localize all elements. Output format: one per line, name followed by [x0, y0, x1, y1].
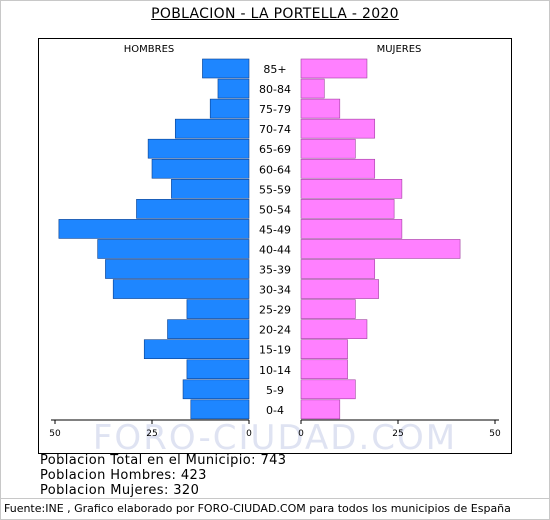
age-label-15-19: 15-19	[259, 344, 291, 357]
age-label-50-54: 50-54	[259, 203, 291, 216]
women-bar-20-24	[300, 319, 368, 339]
male-population: Poblacion Hombres: 423	[40, 468, 207, 483]
population-pyramid: FORO-CIUDAD.COM HOMBRES MUJERES 85+ 80-84 75-…	[49, 44, 501, 453]
women-bar-35-39	[300, 259, 376, 279]
men-bar-0-4	[190, 399, 250, 420]
watermark: FORO-CIUDAD.COM	[93, 418, 457, 453]
men-bar-75-79	[209, 98, 250, 119]
women-bar-5-9	[300, 379, 356, 400]
plot-area: FORO-CIUDAD.COM HOMBRES MUJERES 85+ 80-84 75-…	[38, 38, 512, 454]
age-label-85+: 85+	[263, 63, 286, 76]
age-label-40-44: 40-44	[259, 243, 291, 256]
age-label-10-14: 10-14	[259, 364, 291, 377]
age-label-80-84: 80-84	[259, 83, 291, 96]
age-label-20-24: 20-24	[259, 324, 291, 337]
women-bar-0-4	[300, 399, 341, 420]
women-bar-45-49	[300, 219, 403, 239]
women-bar-50-54	[300, 199, 395, 219]
men-bar-35-39	[105, 259, 250, 279]
age-label-60-64: 60-64	[259, 163, 291, 176]
age-label-70-74: 70-74	[259, 123, 291, 136]
right-tick-label-50: 50	[489, 429, 501, 439]
women-side-label: MUJERES	[377, 44, 422, 55]
men-bar-5-9	[182, 379, 250, 400]
women-bar-70-74	[300, 118, 376, 139]
men-bar-45-49	[58, 219, 250, 239]
age-label-30-34: 30-34	[259, 284, 291, 297]
women-bar-10-14	[300, 359, 348, 380]
women-bar-65-69	[300, 138, 356, 159]
women-bar-60-64	[300, 158, 376, 179]
total-population: Poblacion Total en el Municipio: 743	[40, 453, 287, 468]
men-side-label: HOMBRES	[124, 44, 175, 55]
age-label-65-69: 65-69	[259, 143, 291, 156]
left-tick-label-50: 50	[49, 429, 61, 439]
men-bar-20-24	[167, 319, 250, 339]
age-label-35-39: 35-39	[259, 264, 291, 277]
men-bar-10-14	[186, 359, 250, 380]
source-note: Fuente:INE , Grafico elaborado por FORO-…	[4, 502, 511, 515]
men-bar-70-74	[174, 118, 250, 139]
left-tick-label-25: 25	[146, 429, 157, 439]
women-bar-15-19	[300, 339, 348, 360]
source-divider	[0, 498, 550, 499]
right-tick-label-0: 0	[298, 429, 304, 439]
men-bar-50-54	[136, 199, 250, 219]
men-bar-15-19	[143, 339, 250, 360]
right-tick-label-25: 25	[392, 429, 403, 439]
women-bar-25-29	[300, 299, 356, 319]
women-bar-75-79	[300, 98, 341, 119]
chart-title: POBLACION - LA PORTELLA - 2020	[151, 6, 399, 22]
women-bar-85+	[300, 58, 368, 79]
women-bar-80-84	[300, 78, 325, 99]
age-label-45-49: 45-49	[259, 223, 291, 236]
age-label-25-29: 25-29	[259, 304, 291, 317]
men-bar-55-59	[171, 179, 250, 199]
women-bar-55-59	[300, 179, 403, 199]
men-bar-25-29	[186, 299, 250, 319]
age-label-75-79: 75-79	[259, 103, 291, 116]
men-bar-30-34	[112, 279, 250, 299]
men-bar-85+	[202, 58, 250, 79]
left-tick-label-0: 0	[246, 429, 252, 439]
men-bar-65-69	[147, 138, 250, 159]
female-population: Poblacion Mujeres: 320	[40, 483, 200, 498]
women-bar-30-34	[300, 279, 379, 299]
men-bar-60-64	[151, 158, 250, 179]
men-bar-80-84	[217, 78, 250, 99]
age-label-0-4: 0-4	[266, 404, 284, 417]
women-bar-40-44	[300, 239, 461, 259]
age-label-5-9: 5-9	[266, 384, 284, 397]
age-label-55-59: 55-59	[259, 183, 291, 196]
men-bar-40-44	[97, 239, 250, 259]
